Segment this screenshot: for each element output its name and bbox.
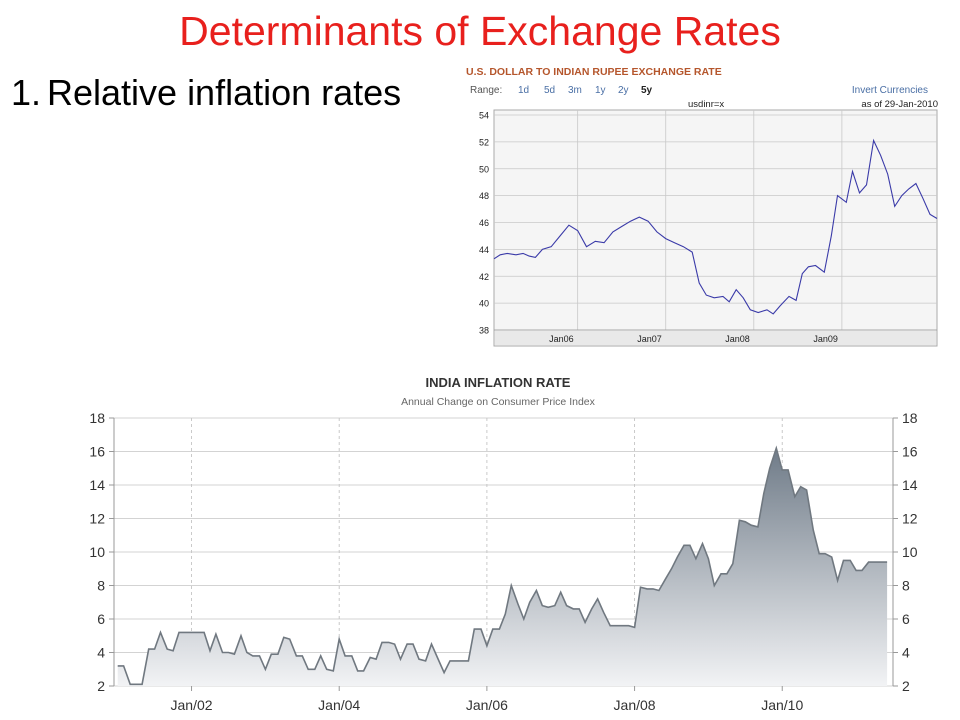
inflation-y-tick-label-right: 14	[902, 477, 918, 493]
inflation-series-line	[117, 445, 888, 686]
fx-range-label: Range:	[470, 85, 502, 96]
inflation-x-tick-label: Jan/04	[318, 697, 360, 713]
fx-as-of-label: as of 29-Jan-2010	[861, 99, 938, 110]
fx-y-tick-label: 40	[479, 299, 489, 309]
inflation-area	[117, 448, 888, 686]
fx-series-line	[493, 138, 938, 315]
inflation-y-tick-label-right: 8	[902, 578, 910, 594]
fx-y-tick-label: 52	[479, 137, 489, 147]
inflation-y-tick-label-right: 4	[902, 645, 910, 661]
fx-x-tick-label: Jan09	[813, 334, 838, 344]
fx-gridlines	[494, 110, 937, 345]
fx-y-tick-label: 48	[479, 191, 489, 201]
fx-chart-title: U.S. DOLLAR TO INDIAN RUPEE EXCHANGE RAT…	[466, 66, 722, 78]
fx-x-tick-label: Jan08	[725, 334, 750, 344]
inflation-chart: INDIA INFLATION RATE Annual Change on Co…	[89, 375, 918, 713]
fx-x-tick-label: Jan06	[549, 334, 574, 344]
fx-range-option-1d[interactable]: 1d	[518, 85, 529, 96]
inflation-y-tick-label-right: 12	[902, 511, 918, 527]
fx-x-axis: Jan06 Jan07 Jan08 Jan09	[549, 334, 838, 344]
fx-symbol-label: usdinr=x	[688, 99, 724, 110]
inflation-y-axis-left: 2 4 6 8 10 12 14 16 18	[89, 410, 114, 694]
fx-y-tick-label: 38	[479, 326, 489, 336]
inflation-y-tick-label-left: 18	[89, 410, 105, 426]
fx-range-option-1y[interactable]: 1y	[595, 85, 606, 96]
fx-range-option-3m[interactable]: 3m	[568, 85, 582, 96]
fx-range-options: 1d 5d 3m 1y 2y 5y	[518, 85, 653, 96]
inflation-x-tick-label: Jan/06	[466, 697, 508, 713]
fx-y-tick-label: 42	[479, 272, 489, 282]
inflation-y-tick-label-right: 10	[902, 544, 918, 560]
inflation-y-tick-label-right: 6	[902, 611, 910, 627]
inflation-y-tick-label-left: 16	[89, 444, 105, 460]
inflation-x-tick-label: Jan/08	[614, 697, 656, 713]
fx-x-tick-label: Jan07	[637, 334, 662, 344]
fx-y-tick-label: 50	[479, 164, 489, 174]
inflation-chart-subtitle: Annual Change on Consumer Price Index	[401, 396, 596, 408]
bullet-number: 1.	[11, 72, 42, 113]
inflation-y-tick-label-left: 2	[97, 678, 105, 694]
inflation-y-tick-label-right: 16	[902, 444, 918, 460]
inflation-y-tick-label-left: 12	[89, 511, 105, 527]
fx-x-axis-band	[495, 331, 936, 345]
fx-range-option-5y[interactable]: 5y	[641, 85, 653, 96]
inflation-y-tick-label-left: 4	[97, 645, 105, 661]
inflation-y-tick-label-left: 6	[97, 611, 105, 627]
fx-range-option-2y[interactable]: 2y	[618, 85, 629, 96]
inflation-x-axis: Jan/02 Jan/04 Jan/06 Jan/08 Jan/10	[171, 686, 803, 713]
inflation-y-tick-label-left: 8	[97, 578, 105, 594]
fx-y-axis: 38 40 42 44 46 48 50 52 54	[479, 111, 489, 336]
bullet-item: 1. Relative inflation rates	[11, 72, 401, 114]
bullet-text: Relative inflation rates	[47, 72, 402, 113]
inflation-chart-title: INDIA INFLATION RATE	[426, 375, 571, 390]
inflation-y-tick-label-left: 14	[89, 477, 105, 493]
invert-currencies-link[interactable]: Invert Currencies	[852, 85, 928, 96]
fx-y-tick-label: 54	[479, 111, 489, 121]
inflation-y-axis-right: 2 4 6 8 10 12 14 16 18	[893, 410, 918, 694]
exchange-rate-chart: U.S. DOLLAR TO INDIAN RUPEE EXCHANGE RAT…	[458, 60, 942, 348]
inflation-y-tick-label-right: 2	[902, 678, 910, 694]
inflation-x-tick-label: Jan/02	[171, 697, 213, 713]
inflation-y-tick-label-left: 10	[89, 544, 105, 560]
slide-title: Determinants of Exchange Rates	[179, 8, 781, 54]
fx-y-tick-label: 44	[479, 245, 489, 255]
inflation-y-tick-label-right: 18	[902, 410, 918, 426]
fx-range-option-5d[interactable]: 5d	[544, 85, 555, 96]
fx-plot-frame	[493, 109, 938, 347]
fx-y-tick-label: 46	[479, 218, 489, 228]
inflation-x-tick-label: Jan/10	[761, 697, 803, 713]
